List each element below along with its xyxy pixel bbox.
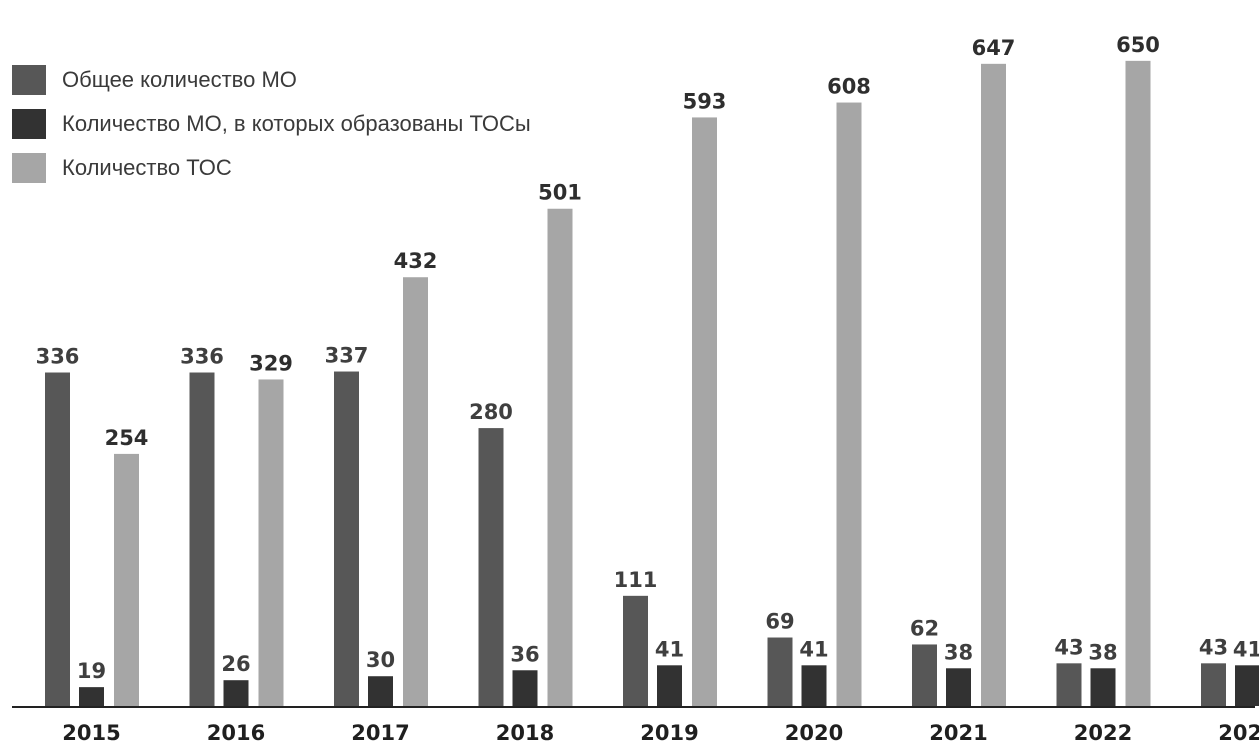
- value-label-2020-series-2: 41: [799, 637, 828, 661]
- bar-2015-series-3: [114, 453, 139, 706]
- bar-2017-series-2: [368, 676, 393, 706]
- value-label-2016-series-1: 336: [180, 345, 224, 369]
- value-label-2021-series-2: 38: [944, 640, 973, 664]
- bar-2021-series-2: [946, 668, 971, 706]
- value-labels-layer: 336 19 254 336 26 329 337 30 432 280 36 501 111 41 593…: [36, 33, 1259, 683]
- bar-2018-series-1: [478, 428, 504, 706]
- value-label-2018-series-1: 280: [469, 400, 513, 424]
- x-tick-label-2017: 2017: [351, 721, 409, 745]
- value-label-2015-series-2: 19: [77, 659, 106, 683]
- x-tick-label-2020: 2020: [785, 721, 843, 745]
- value-label-2022-series-1: 43: [1054, 635, 1083, 659]
- value-label-2015-series-1: 336: [36, 345, 80, 369]
- bar-2016-series-3: [258, 379, 284, 706]
- legend-label-mo-with-tos: Количество МО, в которых образованы ТОСы: [62, 111, 531, 136]
- legend-swatch-mo-with-tos: [12, 109, 46, 139]
- value-label-2023-series-2: 41: [1233, 637, 1259, 661]
- legend-item-mo-with-tos: Количество МО, в которых образованы ТОСы: [12, 102, 531, 146]
- x-tick-label-2018: 2018: [496, 721, 554, 745]
- value-label-2016-series-3: 329: [249, 351, 293, 375]
- x-tick-label-2019: 2019: [640, 721, 698, 745]
- value-label-2017-series-3: 432: [394, 249, 438, 273]
- x-tick-labels-layer: 2015 2016 2017 2018 2019 2020 2021 2022 2023: [62, 721, 1259, 745]
- bar-2015-series-2: [79, 687, 104, 706]
- value-label-2017-series-2: 30: [366, 648, 395, 672]
- legend: Общее количество МО Количество МО, в кот…: [12, 58, 531, 190]
- bar-2021-series-3: [981, 63, 1006, 707]
- x-tick-label-2021: 2021: [929, 721, 987, 745]
- legend-item-tos-count: Количество ТОС: [12, 146, 531, 190]
- bar-2020-series-2: [801, 665, 827, 706]
- legend-label-total-mo: Общее количество МО: [62, 67, 297, 92]
- bar-2022-series-1: [1056, 663, 1082, 706]
- bars-layer: [45, 60, 1259, 707]
- bar-2017-series-1: [334, 371, 359, 706]
- bar-2019-series-2: [657, 665, 682, 706]
- value-label-2019-series-3: 593: [683, 89, 727, 113]
- legend-swatch-total-mo: [12, 65, 46, 95]
- bar-2018-series-3: [547, 208, 573, 707]
- value-label-2022-series-3: 650: [1116, 33, 1160, 57]
- bar-2022-series-2: [1090, 668, 1116, 706]
- legend-swatch-tos-count: [12, 153, 46, 183]
- value-label-2021-series-3: 647: [972, 36, 1016, 60]
- bar-2019-series-3: [692, 117, 717, 706]
- value-label-2023-series-1: 43: [1199, 635, 1228, 659]
- value-label-2019-series-1: 111: [614, 568, 658, 592]
- value-label-2018-series-2: 36: [510, 642, 539, 666]
- legend-label-tos-count: Количество ТОС: [62, 155, 232, 180]
- value-label-2021-series-1: 62: [910, 616, 939, 640]
- bar-2016-series-1: [189, 372, 215, 706]
- value-label-2018-series-3: 501: [538, 181, 582, 205]
- bar-2018-series-2: [512, 670, 538, 706]
- bar-2020-series-3: [836, 102, 862, 707]
- bar-2021-series-1: [912, 644, 937, 706]
- bar-2017-series-3: [403, 277, 428, 706]
- value-label-2020-series-1: 69: [765, 610, 794, 634]
- bar-2019-series-1: [623, 595, 648, 706]
- x-tick-label-2022: 2022: [1074, 721, 1132, 745]
- legend-item-total-mo: Общее количество МО: [12, 58, 531, 102]
- value-label-2015-series-3: 254: [105, 426, 149, 450]
- bar-2023-series-2: [1235, 665, 1259, 706]
- bar-2023-series-1: [1201, 663, 1226, 706]
- x-tick-label-2015: 2015: [62, 721, 120, 745]
- value-label-2022-series-2: 38: [1088, 640, 1117, 664]
- x-tick-label-2016: 2016: [207, 721, 265, 745]
- value-label-2020-series-3: 608: [827, 75, 871, 99]
- bar-2022-series-3: [1125, 60, 1151, 707]
- value-label-2017-series-1: 337: [325, 344, 369, 368]
- bar-2016-series-2: [223, 680, 249, 706]
- x-tick-label-2023: 2023: [1218, 721, 1259, 745]
- value-label-2019-series-2: 41: [655, 637, 684, 661]
- bar-2015-series-1: [45, 372, 70, 706]
- value-label-2016-series-2: 26: [221, 652, 250, 676]
- bar-2020-series-1: [767, 637, 793, 706]
